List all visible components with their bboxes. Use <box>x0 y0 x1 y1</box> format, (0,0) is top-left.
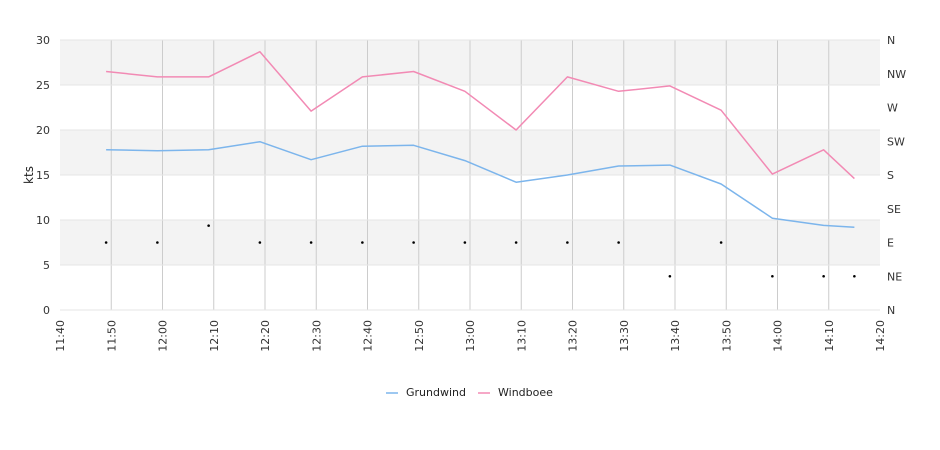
x-tick-label: 13:30 <box>618 320 631 352</box>
x-tick-label: 12:50 <box>413 320 426 352</box>
horizontal-gridlines <box>60 39 880 311</box>
series-line <box>106 140 855 228</box>
direction-marker <box>104 241 108 244</box>
x-tick-label: 13:10 <box>515 320 528 352</box>
y-tick-label: 15 <box>36 169 50 182</box>
y-tick-label: 20 <box>36 124 50 137</box>
x-tick-label: 11:50 <box>105 320 118 352</box>
series-line <box>106 50 855 180</box>
direction-marker <box>719 241 723 244</box>
direction-tick-label: S <box>887 169 894 182</box>
direction-marker <box>822 274 825 278</box>
direction-marker <box>771 274 774 278</box>
direction-tick-label: N <box>887 34 895 47</box>
y-tick-label: 25 <box>36 79 50 92</box>
direction-marker <box>412 241 415 244</box>
y-tick-label: 0 <box>43 304 50 317</box>
x-tick-label: 13:00 <box>464 320 477 352</box>
x-tick-label: 13:40 <box>669 320 682 352</box>
direction-marker <box>207 224 210 227</box>
y-axis-ticks: 0 5 10 15 20 25 30 <box>36 34 50 317</box>
direction-axis-ticks: N NE E SE S SW W NW N <box>887 34 906 317</box>
direction-marker <box>258 241 262 244</box>
x-tick-label: 12:10 <box>208 320 221 352</box>
direction-tick-label: SW <box>887 135 905 148</box>
direction-tick-label: NE <box>887 270 902 283</box>
direction-tick-label: E <box>887 237 894 250</box>
x-tick-label: 12:20 <box>259 320 272 352</box>
direction-marker <box>361 241 364 244</box>
y-tick-label: 30 <box>36 34 50 47</box>
direction-markers <box>104 224 856 278</box>
direction-marker <box>156 241 159 244</box>
x-tick-label: 14:00 <box>772 320 785 352</box>
x-tick-label: 14:10 <box>823 320 836 352</box>
direction-tick-label: W <box>887 102 898 115</box>
y-tick-label: 10 <box>36 214 50 227</box>
legend[interactable]: Grundwind Windboee <box>386 386 553 399</box>
x-tick-label: 11:40 <box>54 320 67 352</box>
x-tick-label: 13:50 <box>720 320 733 352</box>
legend-item[interactable]: Windboee <box>478 386 553 399</box>
direction-marker <box>566 241 569 244</box>
direction-marker <box>514 241 518 244</box>
direction-tick-label: N <box>887 304 895 317</box>
y-axis-label: kts <box>22 166 36 184</box>
legend-item[interactable]: Grundwind <box>386 386 466 399</box>
x-tick-label: 14:20 <box>874 320 887 352</box>
legend-label: Windboee <box>498 386 553 399</box>
direction-tick-label: NW <box>887 68 906 81</box>
legend-label: Grundwind <box>406 386 466 399</box>
direction-marker <box>853 274 856 278</box>
direction-marker <box>617 241 620 244</box>
direction-tick-label: SE <box>887 203 901 216</box>
x-tick-label: 12:30 <box>310 320 323 352</box>
y-tick-label: 5 <box>43 259 50 272</box>
x-axis-ticks: 11:40 11:50 12:00 12:10 12:20 12:30 12:40 12:50… <box>54 320 887 352</box>
series-lines <box>106 50 855 228</box>
direction-marker <box>309 241 313 244</box>
x-tick-label: 12:40 <box>362 320 375 352</box>
x-tick-label: 12:00 <box>157 320 170 352</box>
x-tick-label: 13:20 <box>567 320 580 352</box>
direction-marker <box>668 274 672 278</box>
direction-marker <box>463 241 467 244</box>
